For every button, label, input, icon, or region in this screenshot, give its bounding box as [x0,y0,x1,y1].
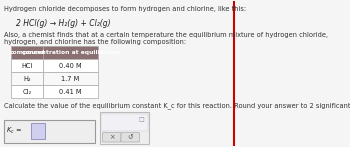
FancyBboxPatch shape [43,72,98,85]
FancyBboxPatch shape [43,46,98,59]
Text: H₂: H₂ [23,76,31,82]
Text: Calculate the value of the equilibrium constant K_c for this reaction. Round you: Calculate the value of the equilibrium c… [4,102,350,109]
FancyBboxPatch shape [103,133,121,142]
FancyBboxPatch shape [11,59,43,72]
Text: Cl₂: Cl₂ [23,88,32,95]
FancyBboxPatch shape [43,85,98,98]
FancyBboxPatch shape [11,46,43,59]
Text: concentration at equilibrium: concentration at equilibrium [21,50,119,55]
Text: 2 HCl(g) → H₂(g) + Cl₂(g): 2 HCl(g) → H₂(g) + Cl₂(g) [16,19,111,28]
Text: 0.40 M: 0.40 M [59,63,82,69]
FancyBboxPatch shape [121,133,140,142]
Text: compound: compound [9,50,45,55]
Text: Hydrogen chloride decomposes to form hydrogen and chlorine, like this:: Hydrogen chloride decomposes to form hyd… [4,6,246,12]
Text: HCl: HCl [22,63,33,69]
Text: 1.7 M: 1.7 M [61,76,79,82]
FancyBboxPatch shape [11,72,43,85]
Text: $K_c$ =: $K_c$ = [6,126,22,136]
Text: Also, a chemist finds that at a certain temperature the equilibrium mixture of h: Also, a chemist finds that at a certain … [4,32,328,45]
Text: □: □ [138,117,144,122]
Text: 0.41 M: 0.41 M [59,88,82,95]
FancyBboxPatch shape [4,120,95,143]
Text: ×: × [109,134,114,140]
FancyBboxPatch shape [43,59,98,72]
FancyBboxPatch shape [101,114,148,131]
FancyBboxPatch shape [11,85,43,98]
FancyBboxPatch shape [100,112,149,144]
FancyBboxPatch shape [31,123,44,139]
Text: ↺: ↺ [127,134,133,140]
